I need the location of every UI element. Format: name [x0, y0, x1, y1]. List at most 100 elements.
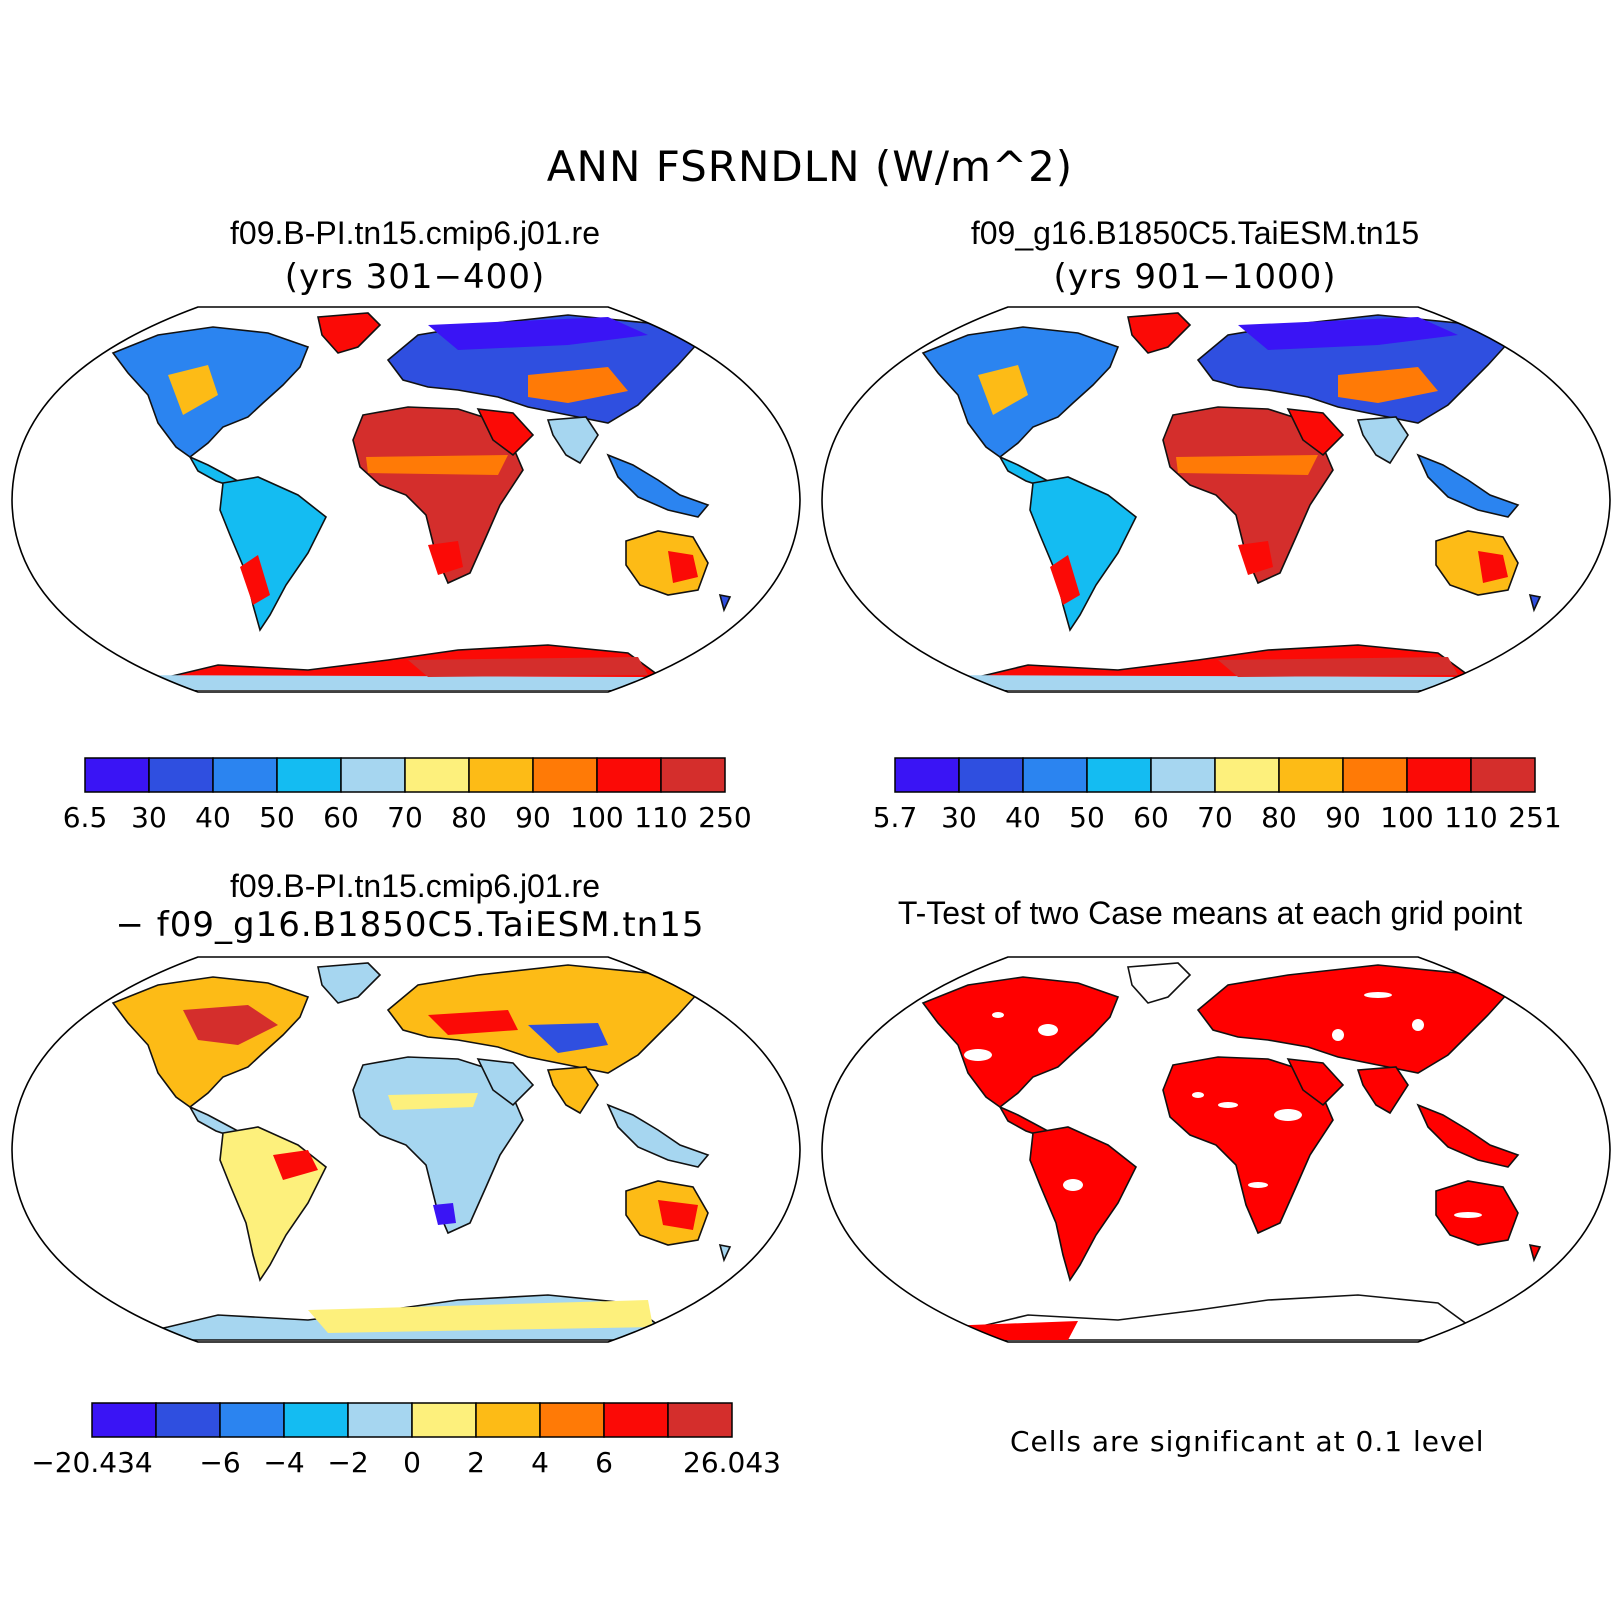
landmass-in — [1356, 1066, 1409, 1115]
figure-title: ANN FSRNDLN (W/m^2) — [546, 142, 1074, 191]
landmass-sea — [606, 1103, 710, 1168]
map-boundary — [821, 956, 1611, 1343]
colorbar-box — [958, 757, 1024, 793]
colorbar-label: 40 — [195, 801, 231, 834]
colorbar-label: 100 — [1380, 801, 1433, 834]
landmass-sea — [1416, 453, 1520, 518]
colorbar-box — [219, 1402, 285, 1438]
colorbar-label: 70 — [387, 801, 423, 834]
landmass-sea — [1416, 1103, 1520, 1168]
colorbar-label: 50 — [1069, 801, 1105, 834]
panel-3-subtitle: − f09_g16.B1850C5.TaiESM.tn15 — [115, 905, 705, 945]
colorbar-label: 80 — [1261, 801, 1297, 834]
landmass-af — [1162, 406, 1334, 585]
landmass-af — [352, 406, 524, 585]
landmass-gr — [317, 962, 382, 1004]
landmass-nz — [718, 593, 732, 613]
colorbar-label: 80 — [451, 801, 487, 834]
colorbar-box — [1342, 757, 1408, 793]
colorbar-panel-3: −20.434 −6 −4 −2 0 2 4 6 26.043 — [31, 1402, 781, 1479]
colorbar-label: 110 — [1444, 801, 1497, 834]
colorbar-label: 250 — [698, 801, 751, 834]
colorbar-label: 0 — [403, 1446, 421, 1479]
map-panel-1 — [11, 306, 801, 693]
colorbar-box — [667, 1402, 733, 1438]
colorbar-box — [660, 757, 726, 793]
colorbar-label: 90 — [515, 801, 551, 834]
map-panel-2 — [821, 306, 1611, 693]
landmass-gr — [1127, 312, 1192, 354]
colorbar-label: 110 — [634, 801, 687, 834]
map-boundary — [11, 956, 801, 1343]
colorbar-box — [468, 757, 534, 793]
colorbar-label: −20.434 — [31, 1446, 152, 1479]
colorbar-label: 6 — [595, 1446, 613, 1479]
panel-4-title: T-Test of two Case means at each grid po… — [897, 895, 1523, 931]
colorbar-box — [404, 757, 470, 793]
map-panel-4 — [821, 956, 1611, 1343]
landmass-sa — [1029, 476, 1138, 632]
colorbar-label: 60 — [323, 801, 359, 834]
colorbar-box — [539, 1402, 605, 1438]
map-boundary — [821, 306, 1611, 693]
landmass-na — [111, 976, 310, 1108]
landmass-eu — [386, 964, 700, 1074]
colorbar-box — [148, 757, 214, 793]
colorbar-box — [212, 757, 278, 793]
panel-1-title: f09.B-PI.tn15.cmip6.j01.re — [230, 215, 600, 251]
colorbar-box — [1406, 757, 1472, 793]
colorbar-panel-2: 5.7 30 40 50 60 70 80 90 100 110 251 — [873, 757, 1562, 834]
colorbar-label: 30 — [941, 801, 977, 834]
landmass-ar — [1286, 1058, 1345, 1107]
colorbar-label: 70 — [1197, 801, 1233, 834]
significance-note: Cells are significant at 0.1 level — [1010, 1425, 1485, 1458]
colorbar-label: 4 — [531, 1446, 549, 1479]
colorbar-label: 26.043 — [683, 1446, 781, 1479]
colorbar-box — [155, 1402, 221, 1438]
colorbar-label: 40 — [1005, 801, 1041, 834]
panel-1-subtitle: (yrs 301−400) — [284, 257, 546, 297]
landmass-na — [921, 976, 1120, 1108]
colorbar-box — [1022, 757, 1088, 793]
colorbar-box — [84, 757, 150, 793]
landmass-in — [546, 416, 599, 465]
landmass-in — [546, 1066, 599, 1115]
landmass-eu — [1196, 964, 1510, 1074]
colorbar-label: 30 — [131, 801, 167, 834]
colorbar-panel-1: 6.5 30 40 50 60 70 80 90 100 110 250 — [63, 757, 752, 834]
colorbar-box — [1214, 757, 1280, 793]
map-boundary — [11, 306, 801, 693]
colorbar-label: −4 — [263, 1446, 304, 1479]
landmass-ar — [476, 1058, 535, 1107]
landmass-nz — [718, 1243, 732, 1263]
colorbar-box — [475, 1402, 541, 1438]
landmass-sea — [606, 453, 710, 518]
colorbar-label: 100 — [570, 801, 623, 834]
colorbar-box — [91, 1402, 157, 1438]
colorbar-box — [1278, 757, 1344, 793]
colorbar-box — [596, 757, 662, 793]
colorbar-box — [276, 757, 342, 793]
colorbar-box — [1086, 757, 1152, 793]
colorbar-box — [1470, 757, 1536, 793]
landmass-gr — [1127, 962, 1192, 1004]
colorbar-label: 5.7 — [873, 801, 918, 834]
landmass-sa — [219, 476, 328, 632]
colorbar-box — [340, 757, 406, 793]
landmass-ar — [1286, 408, 1345, 457]
landmass-in — [1356, 416, 1409, 465]
landmass-sa — [1029, 1126, 1138, 1282]
colorbar-label: 90 — [1325, 801, 1361, 834]
map-panel-3 — [11, 956, 801, 1343]
colorbar-box — [894, 757, 960, 793]
colorbar-box — [411, 1402, 477, 1438]
landmass-ar — [476, 408, 535, 457]
colorbar-label: 2 — [467, 1446, 485, 1479]
panel-3-title: f09.B-PI.tn15.cmip6.j01.re — [230, 868, 600, 904]
colorbar-label: 6.5 — [63, 801, 108, 834]
colorbar-label: 60 — [1133, 801, 1169, 834]
colorbar-label: −2 — [327, 1446, 368, 1479]
landmass-af — [1162, 1056, 1334, 1235]
colorbar-box — [1150, 757, 1216, 793]
panel-2-title: f09_g16.B1850C5.TaiESM.tn15 — [970, 215, 1420, 251]
